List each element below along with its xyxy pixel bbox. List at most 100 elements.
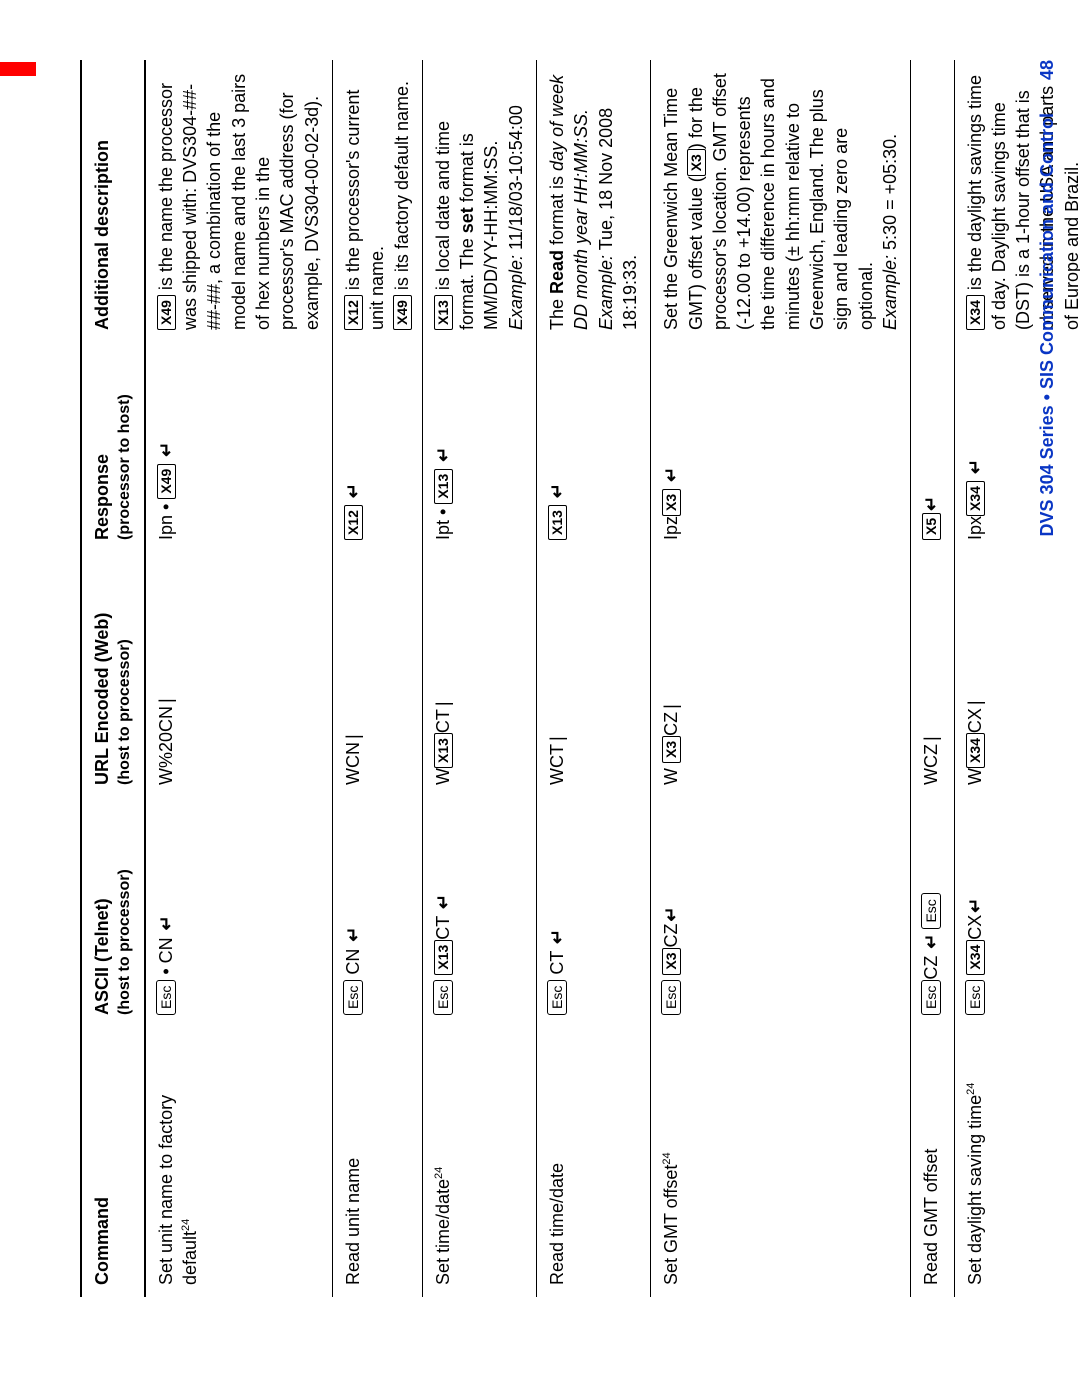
th-ascii: ASCII (Telnet) (host to processor) [81,797,145,1027]
cell-ascii: Esc X34CX [954,797,1080,1027]
text: Ipn • [156,499,176,540]
command-table: Command ASCII (Telnet) (host to processo… [80,60,1080,1297]
esc-key: Esc [661,980,681,1015]
pipe: | [923,733,943,744]
table-row: Set daylight saving time24 Esc X34CX WX3… [954,60,1080,1297]
cell-url: WX13CT| [422,552,536,797]
text [921,929,941,934]
return-icon [547,929,567,946]
esc-key: Esc [965,980,985,1015]
bold: set [457,207,477,233]
return-icon [156,915,176,932]
page-number: 48 [1037,60,1057,80]
cell-resp: X5 [911,342,954,552]
esc-key: Esc [433,980,453,1015]
text: W [433,768,453,785]
table-row: Read time/date Esc CT WCT| X13 The Read … [537,60,651,1297]
var-x12: X12 [344,295,363,330]
esc-key: Esc [921,893,941,928]
th-resp: Response (processor to host) [81,342,145,552]
text: Ipx [965,516,985,540]
table-header-row: Command ASCII (Telnet) (host to processo… [81,60,145,1297]
pipe: | [663,701,683,712]
cell-url: WX34CX| [954,552,1080,797]
text: CX [965,915,985,940]
text: Set unit name to factory default [156,1095,200,1285]
text: CN [343,944,363,980]
cell-command: Set GMT offset24 [651,1027,911,1297]
text: CZ [661,712,681,736]
return-icon [965,459,985,476]
return-icon [433,894,453,911]
cell-command: Read time/date [537,1027,651,1297]
example-label: Example: [596,255,616,330]
th-url-label: URL Encoded (Web) [92,613,112,785]
text: 5:30 = +05:30. [880,134,900,255]
esc-key: Esc [547,980,567,1015]
cell-desc: X49 is the name the processor was shippe… [145,60,333,342]
var-x3: X3 [662,736,681,763]
return-icon [965,898,985,915]
text: format is [547,171,567,250]
cell-resp: Ipt • X13 [422,342,536,552]
var-x34: X34 [966,733,985,768]
var-x49: X49 [157,464,176,499]
var-x34: X34 [966,940,985,975]
cell-ascii: Esc X13CT [422,797,536,1027]
cell-command: Set time/date24 [422,1027,536,1297]
pipe: | [967,697,987,708]
return-icon [433,447,453,464]
table-row: Set GMT offset24 Esc X3CZ W X3CZ| IpzX3 … [651,60,911,1297]
text [965,975,985,980]
pipe: | [549,733,569,744]
text: W%20CN [156,706,176,785]
example-label: Example: [506,255,526,330]
var-x3: X3 [662,489,681,516]
cell-desc: X13 is local date and time format. The s… [422,60,536,342]
text: W [661,763,681,785]
var-x13: X13 [434,295,453,330]
cell-url: WCN| [332,552,422,797]
text: ) for the processor's location. GMT offs… [686,73,876,330]
var-x13: X13 [548,505,567,540]
cell-desc: X34 is the daylight savings time of day.… [954,60,1080,342]
cell-ascii: Esc CN [332,797,422,1027]
cell-ascii: EscCZ Esc [911,797,954,1027]
cell-ascii: Esc CT [537,797,651,1027]
return-icon [921,934,941,951]
var-x13: X13 [434,940,453,975]
th-resp-label: Response [92,454,112,540]
table-row: Read GMT offset EscCZ Esc WCZ| X5 [911,60,954,1297]
superscript: 24 [965,1083,977,1095]
var-x5: X5 [922,513,941,540]
text: 11/18/03-10:54:00 [506,105,526,255]
cell-desc: Set the Greenwich Mean Time GMT) offset … [651,60,911,342]
cell-command: Read unit name [332,1027,422,1297]
var-x12: X12 [344,505,363,540]
var-x34: X34 [966,481,985,516]
text [661,975,681,980]
text: Set time/date [433,1179,453,1285]
text: Ipz [661,516,681,540]
esc-key: Esc [343,980,363,1015]
text: W [965,768,985,785]
superscript: 24 [180,1219,192,1231]
return-icon [547,483,567,500]
var-x49: X49 [393,295,412,330]
pipe: | [345,731,365,742]
pipe: | [435,698,455,709]
text: CT [547,946,567,980]
text: is the daylight savings time of day. Day… [965,75,1080,330]
return-icon [661,467,681,484]
cell-ascii: Esc X3CZ [651,797,911,1027]
text: is its factory default name. [392,81,412,295]
text: Set daylight saving time [965,1095,985,1285]
var-x3: X3 [662,948,681,975]
text [433,975,453,980]
cell-command: Set unit name to factory default24 [145,1027,333,1297]
cell-ascii: Esc • CN [145,797,333,1027]
return-icon [661,906,681,923]
text: is the name the processor was shipped wi… [156,74,322,330]
superscript: 24 [433,1167,445,1179]
pipe: | [158,695,178,706]
